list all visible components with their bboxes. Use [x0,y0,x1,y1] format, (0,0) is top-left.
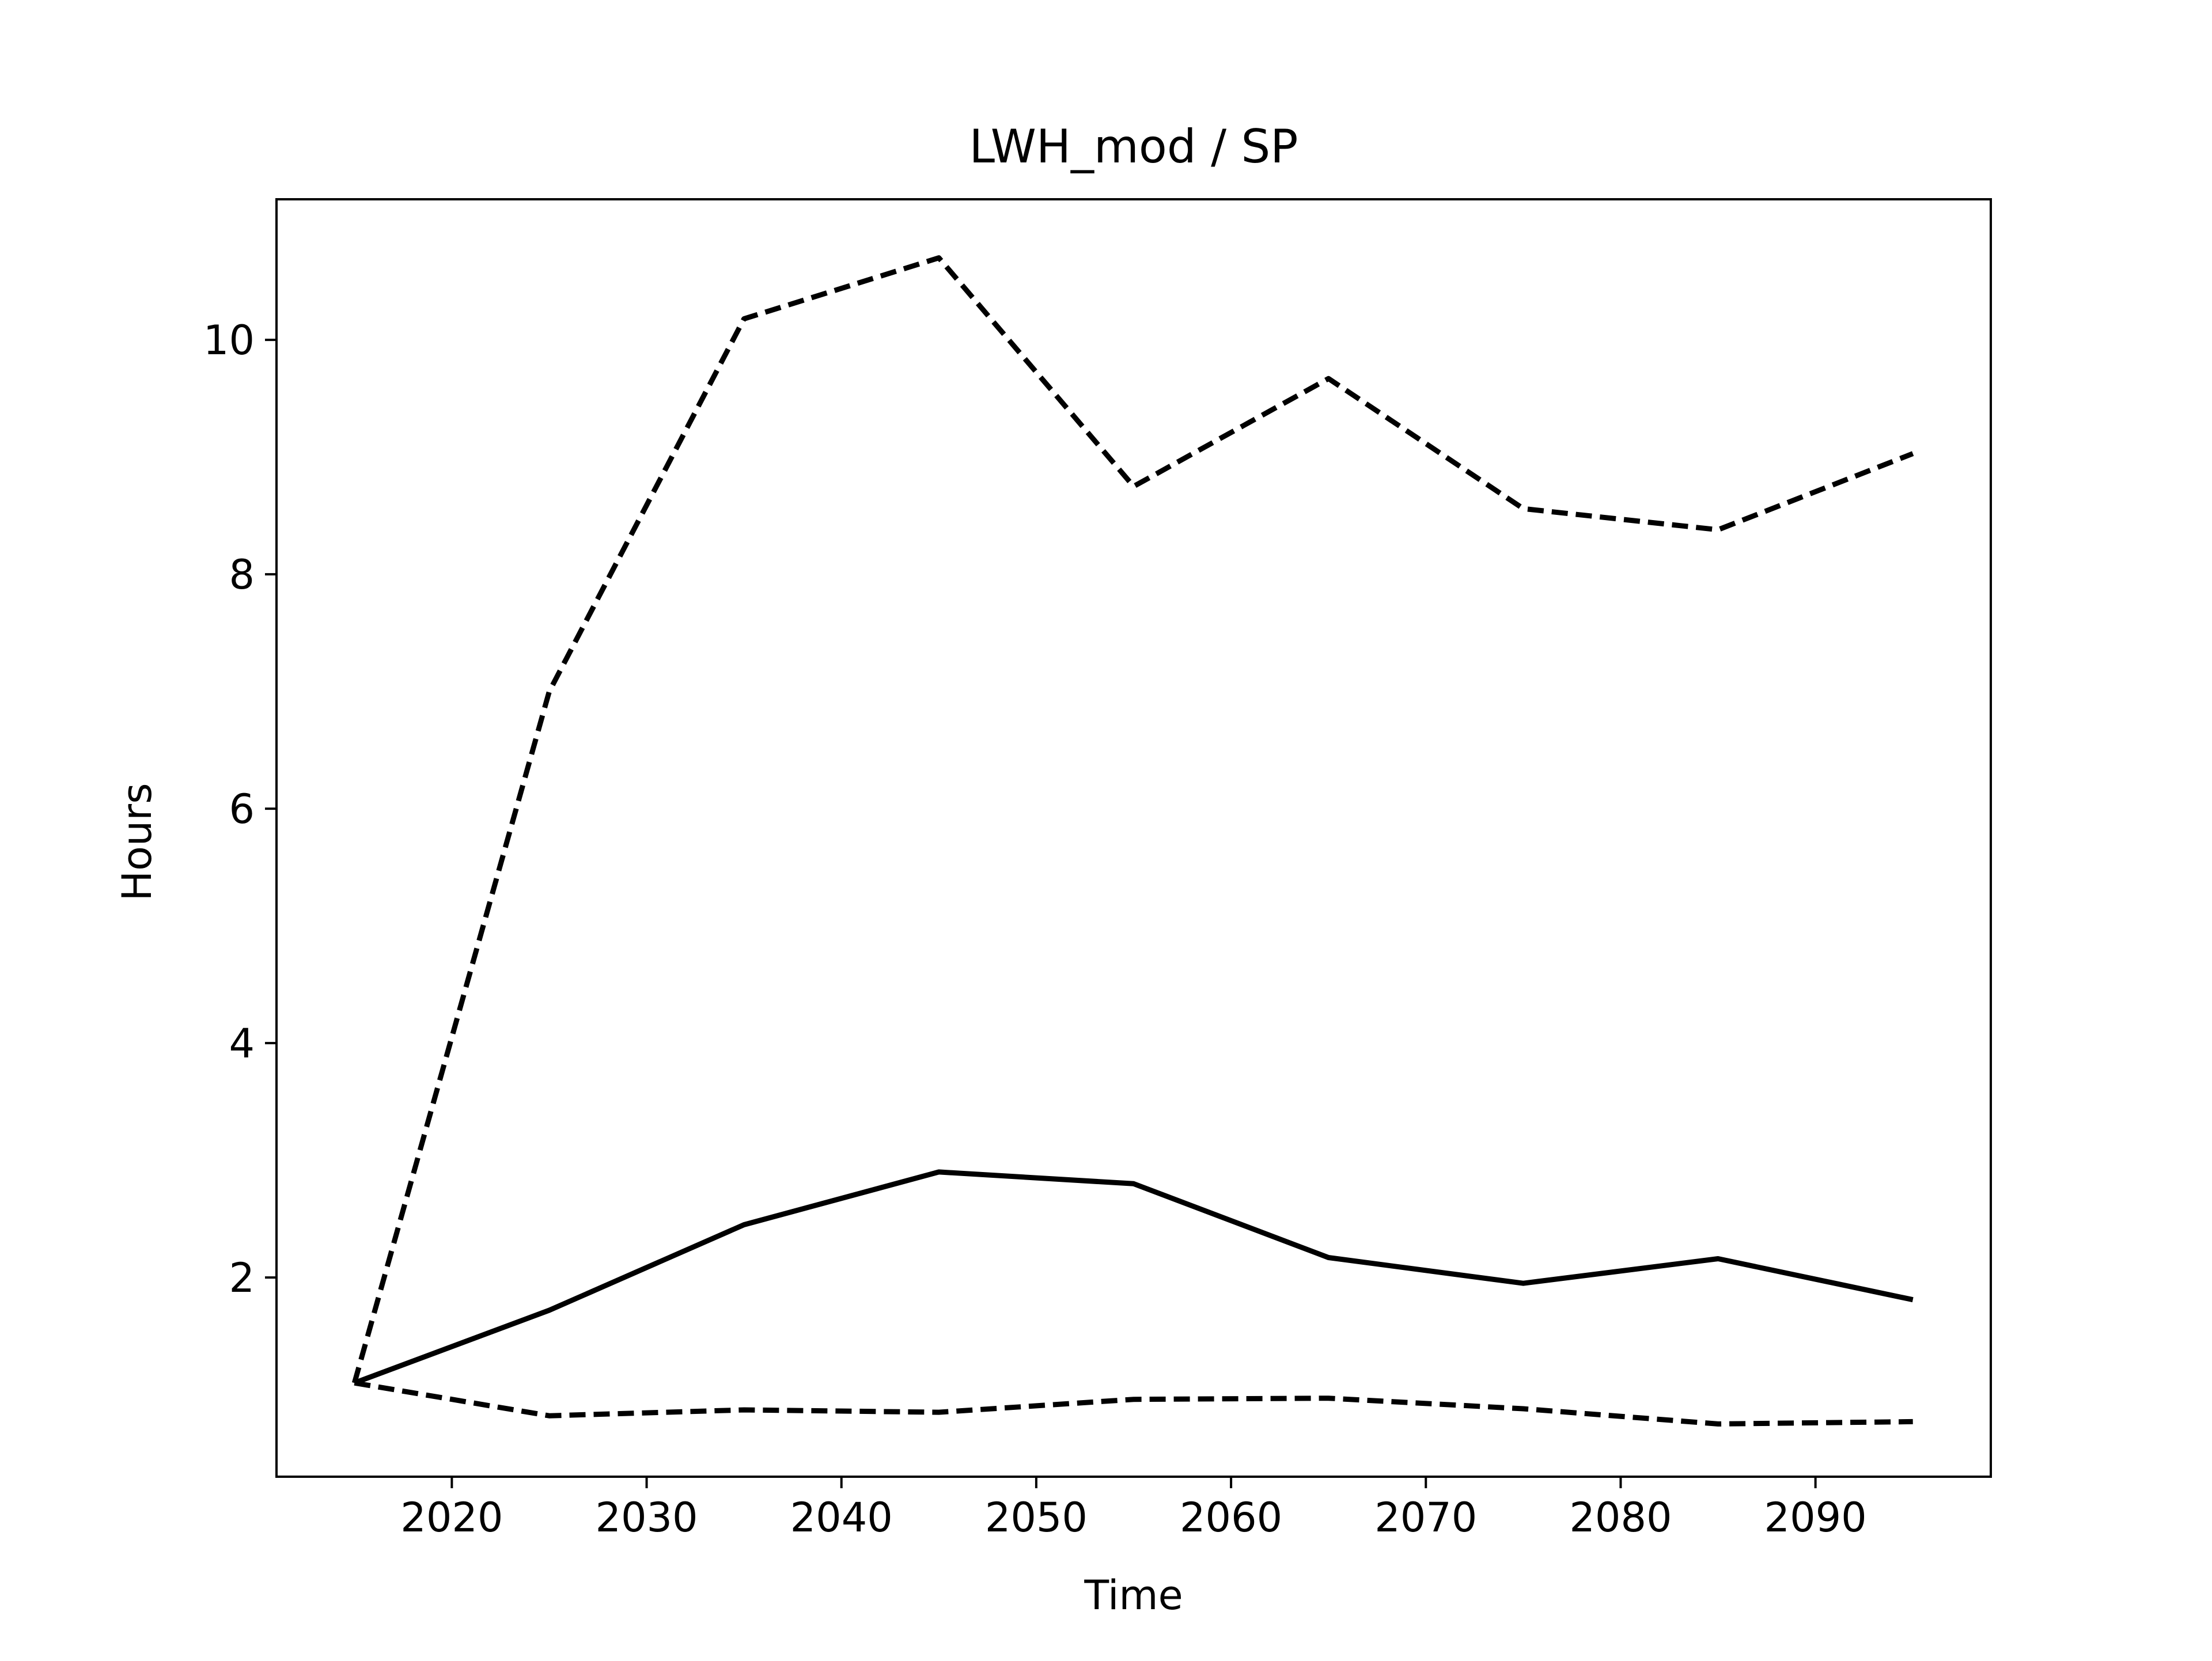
chart-title: LWH_mod / SP [969,120,1298,173]
x-tick-label: 2020 [400,1494,503,1541]
plot-frame [275,198,1992,1478]
x-tick-label: 2090 [1764,1494,1867,1541]
x-tick-label: 2070 [1374,1494,1477,1541]
y-axis-ticks: 2 4 6 8 10 [203,317,276,1302]
y-tick-label: 4 [229,1020,255,1067]
y-tick-label: 10 [203,317,255,364]
series-line-3-dashed [354,1380,1913,1427]
x-tick-label: 2030 [595,1494,698,1541]
y-tick-label: 2 [229,1254,255,1302]
series-layer [351,255,1914,1427]
y-tick-label: 8 [229,551,255,598]
series-line-2-dashed [351,255,1914,1384]
x-tick-label: 2060 [1180,1494,1282,1541]
x-tick-label: 2050 [985,1494,1088,1541]
x-axis-label: Time [1084,1572,1183,1619]
series-line-1-solid [353,1169,1914,1386]
x-tick-label: 2080 [1569,1494,1672,1541]
y-tick-label: 6 [229,786,255,833]
x-axis-ticks: 2020 2030 2040 2050 2060 2070 2080 2090 [400,1477,1867,1541]
x-tick-label: 2040 [790,1494,893,1541]
y-axis-label: Hours [113,783,161,901]
